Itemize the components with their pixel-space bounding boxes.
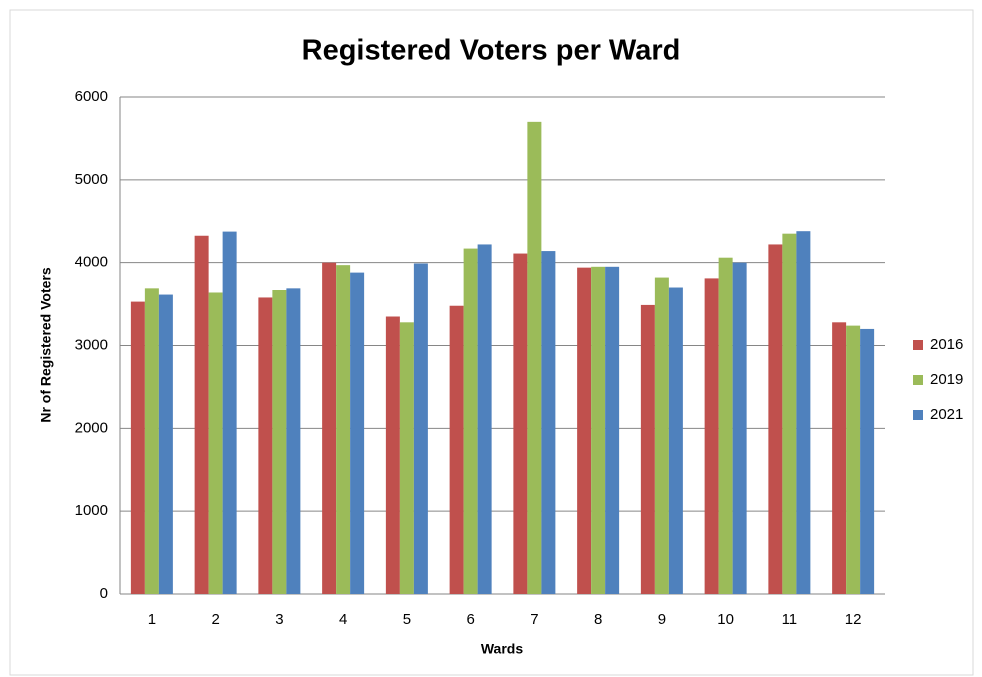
y-tick-label: 0 xyxy=(100,585,108,602)
legend-label: 2016 xyxy=(930,336,963,353)
bar xyxy=(768,244,783,594)
x-tick-label: 4 xyxy=(339,611,347,628)
bar xyxy=(718,257,733,594)
x-axis-label: Wards xyxy=(481,641,523,657)
bar xyxy=(208,292,223,594)
bar xyxy=(668,287,683,594)
bar xyxy=(258,297,273,594)
bar xyxy=(654,277,669,594)
x-tick-label: 7 xyxy=(530,611,538,628)
x-tick-label: 1 xyxy=(148,611,156,628)
bar xyxy=(158,294,173,594)
bar xyxy=(541,251,556,594)
bar xyxy=(704,278,719,594)
y-tick-label: 3000 xyxy=(75,336,108,353)
y-tick-label: 6000 xyxy=(75,88,108,105)
bar xyxy=(286,288,301,594)
bar xyxy=(732,262,747,594)
x-tick-label: 8 xyxy=(594,611,602,628)
x-tick-label: 9 xyxy=(658,611,666,628)
bar xyxy=(527,121,542,594)
bar xyxy=(513,253,528,594)
bar xyxy=(350,272,365,594)
bar xyxy=(796,231,811,594)
y-tick-label: 5000 xyxy=(75,171,108,188)
bar xyxy=(605,266,620,594)
x-tick-label: 11 xyxy=(782,611,798,628)
bar xyxy=(222,231,237,594)
bar xyxy=(832,322,847,594)
y-tick-label: 4000 xyxy=(75,254,108,271)
legend-label: 2019 xyxy=(930,371,963,388)
bar xyxy=(640,304,655,594)
legend-swatch xyxy=(913,410,923,420)
bar xyxy=(194,235,209,594)
y-tick-label: 2000 xyxy=(75,419,108,436)
chart-title: Registered Voters per Ward xyxy=(302,35,681,67)
y-tick-label: 1000 xyxy=(75,502,108,519)
legend-swatch xyxy=(913,375,923,385)
x-tick-label: 10 xyxy=(717,611,734,628)
bar xyxy=(272,290,287,594)
bar xyxy=(591,266,606,594)
legend-label: 2021 xyxy=(930,406,963,423)
x-tick-label: 3 xyxy=(275,611,283,628)
bar xyxy=(577,267,592,594)
bar xyxy=(846,325,861,594)
bar xyxy=(449,305,464,594)
x-tick-label: 5 xyxy=(403,611,411,628)
x-tick-label: 6 xyxy=(466,611,474,628)
bar xyxy=(463,248,478,594)
x-tick-label: 12 xyxy=(845,611,862,628)
bar xyxy=(782,233,797,595)
bar xyxy=(399,322,414,594)
bar xyxy=(860,328,875,594)
x-tick-label: 2 xyxy=(211,611,219,628)
bar xyxy=(322,262,337,594)
y-axis-label: Nr of Registered Voters xyxy=(38,267,54,423)
bar xyxy=(385,316,400,594)
bar xyxy=(477,244,492,594)
legend-swatch xyxy=(913,340,923,350)
bar xyxy=(144,288,159,594)
bar xyxy=(336,265,351,594)
bar xyxy=(130,301,145,594)
bar xyxy=(413,263,428,594)
